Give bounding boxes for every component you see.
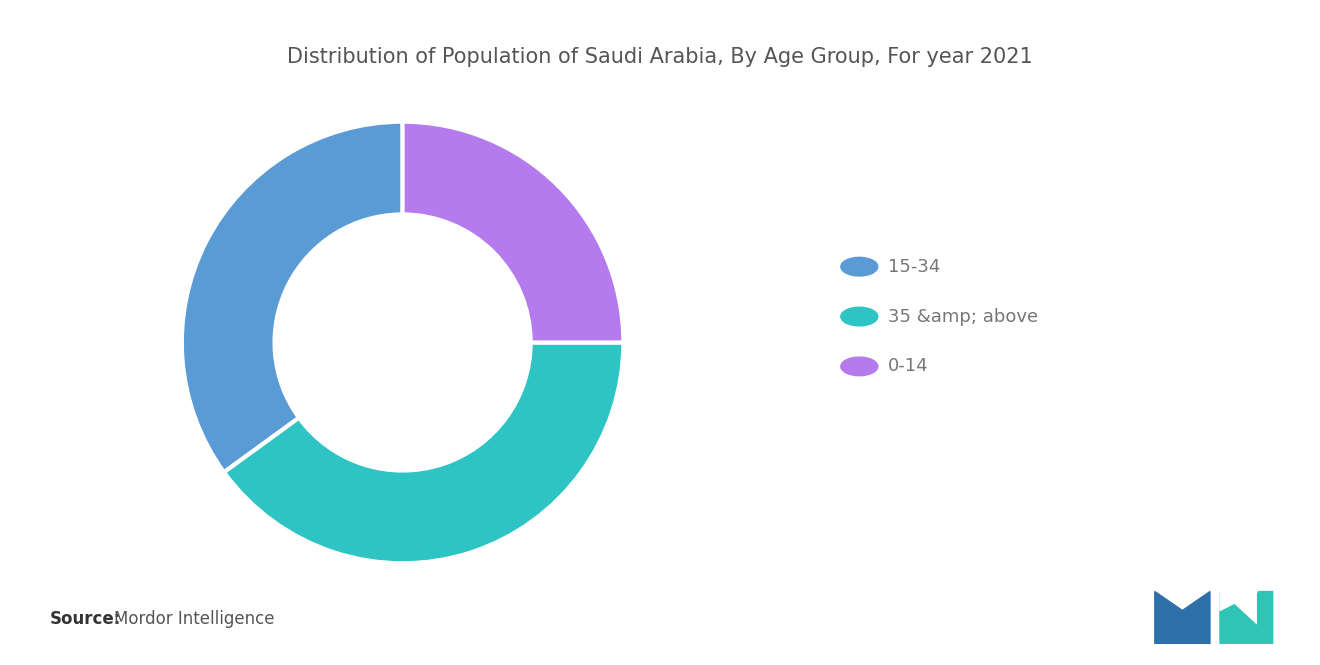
- Polygon shape: [1220, 592, 1272, 643]
- Text: Distribution of Population of Saudi Arabia, By Age Group, For year 2021: Distribution of Population of Saudi Arab…: [288, 47, 1032, 66]
- Polygon shape: [1220, 592, 1258, 610]
- Text: Source:: Source:: [50, 610, 121, 628]
- Text: 15-34: 15-34: [888, 257, 941, 276]
- Wedge shape: [403, 122, 623, 342]
- Wedge shape: [182, 122, 403, 472]
- Text: Mordor Intelligence: Mordor Intelligence: [114, 610, 275, 628]
- Text: 0-14: 0-14: [888, 357, 929, 376]
- Polygon shape: [1155, 592, 1210, 643]
- Polygon shape: [1164, 592, 1201, 605]
- Wedge shape: [224, 342, 623, 563]
- Text: 35 &amp; above: 35 &amp; above: [888, 307, 1039, 326]
